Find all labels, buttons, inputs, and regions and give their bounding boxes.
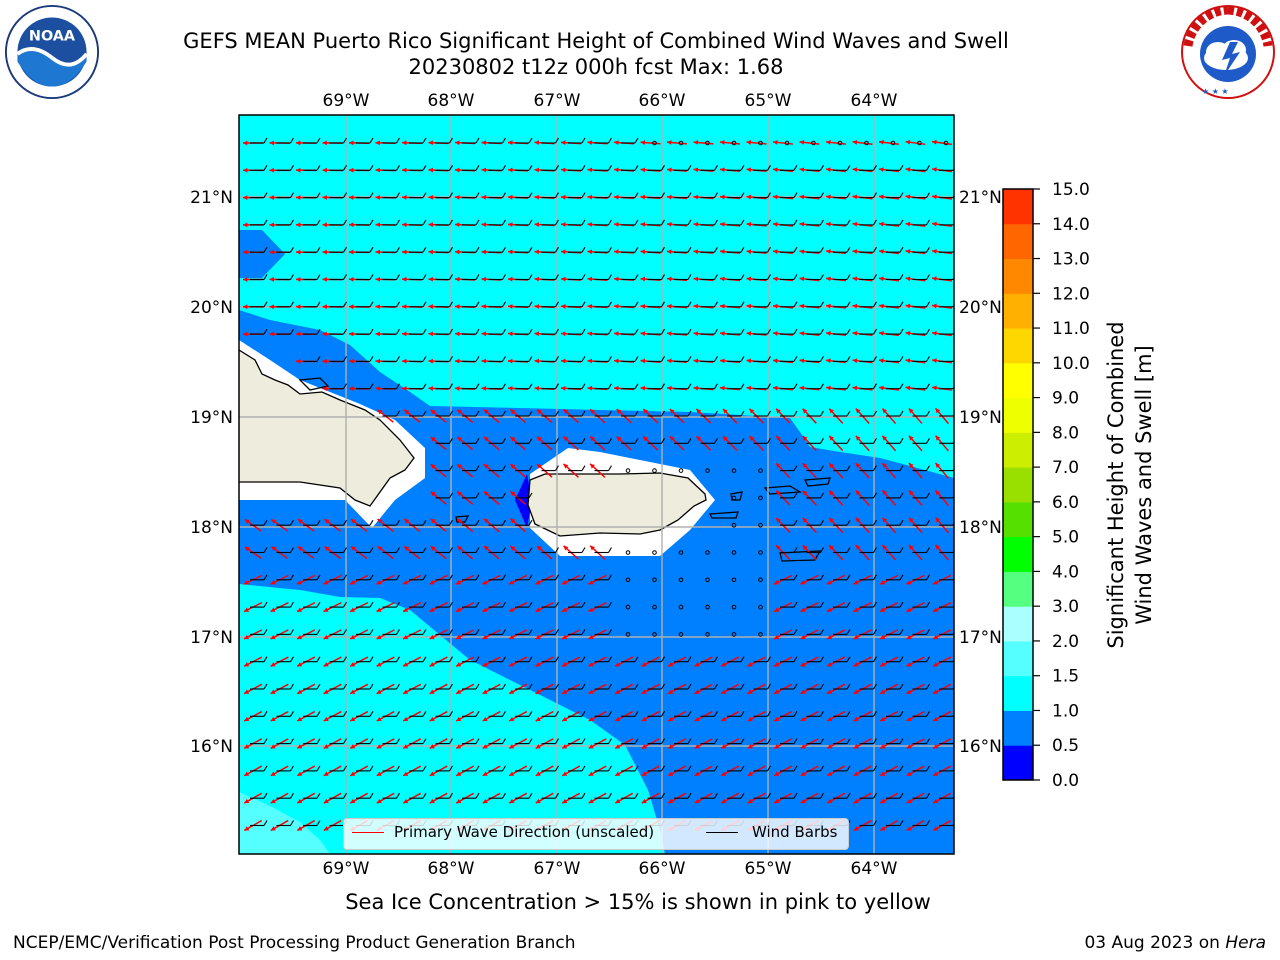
noaa-logo-text: NOAA [29, 28, 76, 44]
colorbar [1002, 188, 1034, 781]
noaa-logo-icon: NOAA [4, 4, 100, 100]
colorbar-tick-label: 4.0 [1052, 562, 1079, 582]
colorbar-tick-label: 11.0 [1052, 319, 1090, 339]
land-hispaniola [239, 350, 414, 506]
colorbar-segment [1003, 467, 1033, 503]
colorbar-segment [1003, 536, 1033, 572]
colorbar-tick-label: 0.0 [1052, 771, 1079, 791]
nws-logo-icon: ★ ★ ★ [1181, 5, 1275, 99]
plot-frame [238, 114, 955, 855]
lon-label-top: 64°W [851, 91, 898, 111]
lat-label-right: 17°N [959, 628, 1002, 648]
colorbar-segment [1003, 745, 1033, 781]
chart-subtitle-run-info: 20230802 t12z 000h fcst Max: 1.68 [408, 55, 784, 79]
colorbar-label-line1: Significant Height of Combined [1104, 321, 1128, 648]
map-legend: Primary Wave Direction (unscaled) Wind B… [343, 818, 849, 850]
lat-label-left: 16°N [190, 737, 233, 757]
lon-label-top: 66°W [639, 91, 686, 111]
colorbar-tick-label: 14.0 [1052, 215, 1090, 235]
coastlines [239, 349, 831, 562]
colorbar-segment [1003, 223, 1033, 260]
lat-label-left: 17°N [190, 628, 233, 648]
colorbar-tick-label: 1.5 [1052, 667, 1079, 687]
colorbar-tick-label: 9.0 [1052, 389, 1079, 409]
sea-ice-note: Sea Ice Concentration > 15% is shown in … [345, 890, 931, 914]
lat-label-left: 18°N [190, 518, 233, 538]
lon-label-bottom: 68°W [428, 859, 475, 879]
lat-label-left: 20°N [190, 298, 233, 318]
footer-date: 03 Aug 2023 on Hera [1084, 933, 1266, 953]
colorbar-tick-label: 5.0 [1052, 528, 1079, 548]
colorbar-segment [1003, 432, 1033, 468]
lat-label-right: 21°N [959, 188, 1002, 208]
map-field [239, 115, 954, 854]
colorbar-segment [1003, 571, 1033, 607]
colorbar-label-line2: Wind Waves and Swell [m] [1132, 345, 1156, 625]
lon-label-bottom: 65°W [745, 859, 792, 879]
lon-label-top: 67°W [534, 91, 581, 111]
chart-title: GEFS MEAN Puerto Rico Significant Height… [183, 29, 1009, 53]
colorbar-segment [1003, 328, 1033, 364]
colorbar-tick-label: 0.5 [1052, 736, 1079, 756]
lat-label-right: 20°N [959, 298, 1002, 318]
colorbar-segment [1003, 362, 1033, 399]
colorbar-tick-label: 2.0 [1052, 632, 1079, 652]
colorbar-segment [1003, 501, 1033, 538]
lon-label-top: 69°W [323, 91, 370, 111]
lat-label-left: 21°N [190, 188, 233, 208]
colorbar-tick-label: 6.0 [1052, 493, 1079, 513]
colorbar-segment [1003, 258, 1033, 294]
colorbar-tick-label: 12.0 [1052, 284, 1090, 304]
band-0-0.5-west-pr [515, 474, 532, 528]
colorbar-segment [1003, 606, 1033, 642]
lon-label-top: 68°W [428, 91, 475, 111]
lat-label-right: 16°N [959, 737, 1002, 757]
colorbar-tick-label: 15.0 [1052, 180, 1090, 200]
colorbar-tick-label: 10.0 [1052, 354, 1090, 374]
colorbar-segment [1003, 640, 1033, 677]
svg-text:★ ★ ★: ★ ★ ★ [1202, 87, 1229, 96]
lon-label-bottom: 67°W [534, 859, 581, 879]
colorbar-frame [1002, 188, 1034, 781]
wind-barb-legend-label: Wind Barbs [752, 823, 838, 841]
lat-label-right: 18°N [959, 518, 1002, 538]
lon-label-top: 65°W [745, 91, 792, 111]
colorbar-segment [1003, 675, 1033, 711]
lat-label-left: 19°N [190, 408, 233, 428]
colorbar-tick-label: 8.0 [1052, 423, 1079, 443]
colorbar-segment [1003, 710, 1033, 746]
band-0.5-1.0-patch [239, 230, 285, 278]
footer-date-text: 03 Aug 2023 on [1084, 933, 1226, 953]
footer-host: Hera [1225, 933, 1266, 953]
colorbar-segment [1003, 189, 1033, 225]
colorbar-tick-label: 3.0 [1052, 597, 1079, 617]
lon-label-bottom: 66°W [639, 859, 686, 879]
colorbar-tick-label: 7.0 [1052, 458, 1079, 478]
footer-producer: NCEP/EMC/Verification Post Processing Pr… [13, 933, 576, 953]
wave-direction-legend-line [352, 832, 384, 833]
colorbar-tick-label: 1.0 [1052, 701, 1079, 721]
colorbar-tick-label: 13.0 [1052, 250, 1090, 270]
wind-barb-legend-line [706, 832, 738, 833]
wave-direction-legend-label: Primary Wave Direction (unscaled) [394, 823, 655, 841]
lon-label-bottom: 64°W [851, 859, 898, 879]
lat-label-right: 19°N [959, 408, 1002, 428]
colorbar-segment [1003, 397, 1033, 433]
colorbar-segment [1003, 293, 1033, 329]
lon-label-bottom: 69°W [323, 859, 370, 879]
